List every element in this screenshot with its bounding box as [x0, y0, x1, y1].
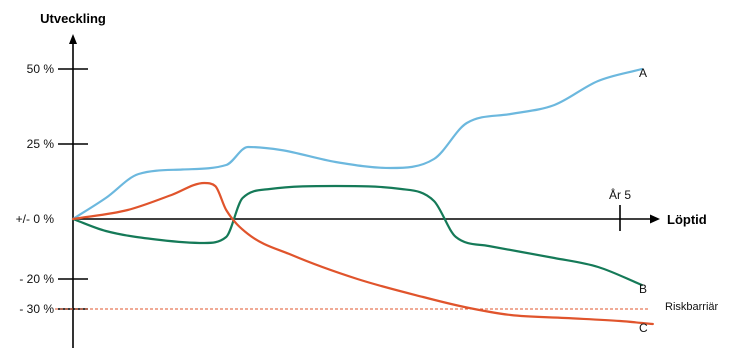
- y-tick-label: 50 %: [27, 62, 55, 76]
- x-axis-title: Löptid: [667, 212, 707, 227]
- y-tick-label: - 20 %: [19, 272, 54, 286]
- series-line-b: [71, 184, 643, 287]
- risk-barrier-label: Riskbarriär: [665, 301, 719, 313]
- y-tick-label: - 30 %: [19, 302, 54, 316]
- y-tick-label: +/- 0 %: [16, 212, 55, 226]
- series-group: [71, 67, 654, 326]
- y-axis-arrow: [69, 34, 77, 44]
- series-label-c: C: [639, 321, 648, 335]
- series-line-a: [71, 67, 643, 221]
- x-marker-label: År 5: [609, 187, 631, 202]
- series-labels: A B C: [639, 66, 648, 335]
- series-line-c: [71, 181, 654, 326]
- y-axis-title: Utveckling: [40, 11, 106, 26]
- series-label-a: A: [639, 66, 647, 80]
- y-tick-label: 25 %: [27, 137, 55, 151]
- x-axis-arrow: [650, 214, 660, 224]
- series-label-b: B: [639, 282, 647, 296]
- y-ticks: 50 % 25 % +/- 0 % - 20 % - 30 %: [16, 62, 88, 316]
